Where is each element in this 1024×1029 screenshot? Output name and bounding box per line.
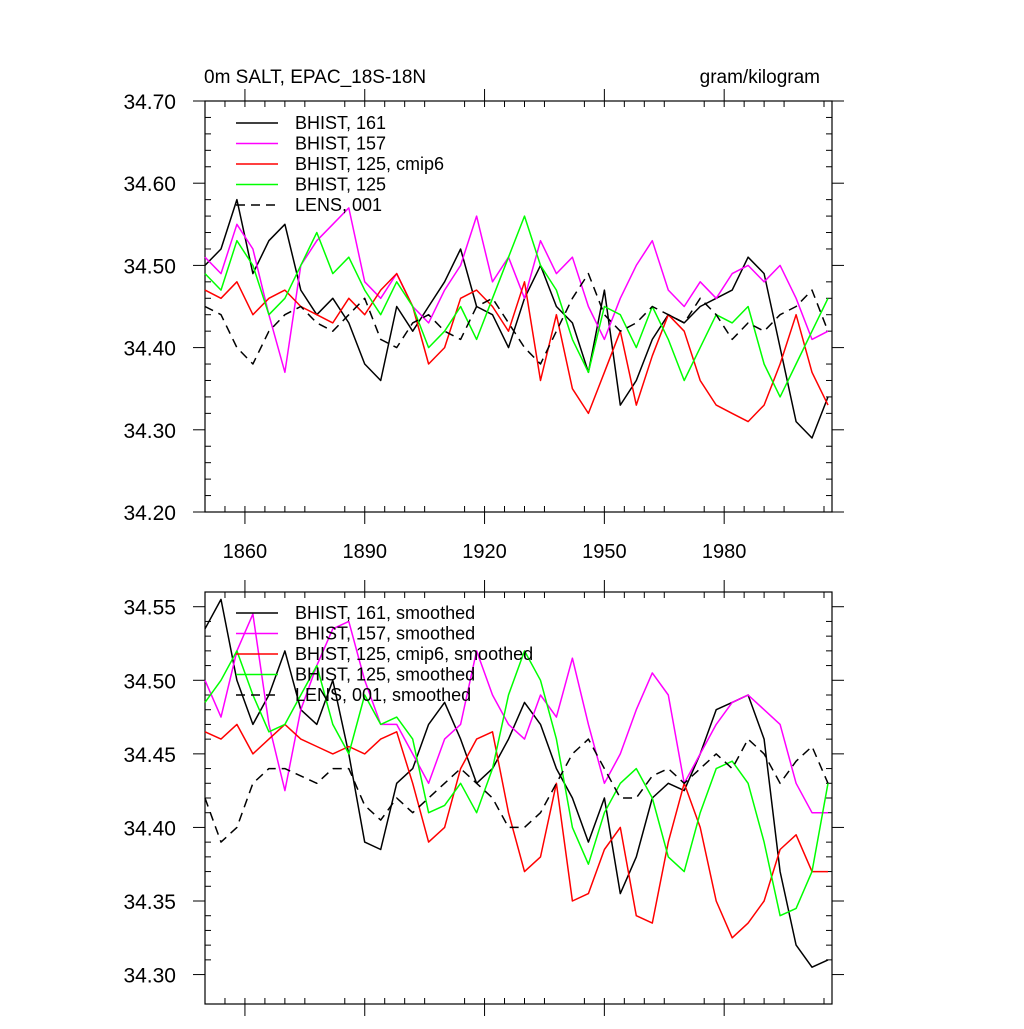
bottom-series-line-5 [204, 738, 829, 843]
bottom-y-tick-label: 34.45 [123, 744, 176, 767]
top-series-line-2 [204, 207, 829, 374]
panel-top: 1860 1890 1920 1950 1980 34.20 34.30 34.40 34.50… [123, 67, 844, 563]
bottom-series-line-1 [204, 598, 829, 968]
bottom-legend-label-2: BHIST, 157, smoothed [295, 624, 475, 644]
top-legend-label-1: BHIST, 161 [295, 113, 386, 133]
bottom-legend-label-3: BHIST, 125, cmip6, smoothed [295, 644, 533, 664]
top-legend-label-4: BHIST, 125 [295, 175, 386, 195]
bottom-legend-label-4: BHIST, 125, smoothed [295, 665, 475, 685]
top-legend-label-5: LENS, 001 [295, 195, 382, 215]
bottom-series-line-4 [204, 650, 829, 917]
top-chart-title: 0m SALT, EPAC_18S-18N [204, 67, 426, 88]
top-series-line-1 [204, 198, 829, 439]
bottom-y-tick-label: 34.50 [123, 670, 176, 693]
top-y-tick-label: 34.30 [123, 420, 176, 443]
bottom-y-tick-label: 34.55 [123, 597, 176, 620]
bottom-series-line-3 [204, 723, 828, 939]
panel-bottom: 34.30 34.35 34.40 34.45 34.50 34.55 BHIST, 161… [123, 580, 844, 1016]
top-x-tick-label: 1980 [702, 541, 747, 563]
bottom-y-tick-label: 34.40 [123, 817, 176, 840]
top-series-line-3 [204, 272, 829, 423]
top-x-tick-label: 1920 [462, 541, 507, 563]
top-series-line-4 [204, 215, 829, 398]
top-y-tick-label: 34.50 [123, 255, 176, 278]
top-x-tick-label: 1890 [342, 541, 387, 563]
bottom-legend-label-5: LENS, 001, smoothed [295, 685, 471, 705]
top-y-tick-label: 34.40 [123, 338, 176, 361]
top-legend-label-3: BHIST, 125, cmip6 [295, 154, 444, 174]
top-units-label: gram/kilogram [700, 67, 820, 88]
top-x-tick-label: 1950 [582, 541, 627, 563]
top-y-tick-label: 34.70 [123, 91, 176, 114]
bottom-y-tick-label: 34.35 [123, 891, 176, 914]
top-x-tick-label: 1860 [223, 541, 268, 563]
bottom-y-tick-label: 34.30 [123, 965, 176, 988]
top-series-line-5 [204, 272, 829, 365]
top-y-tick-label: 34.60 [123, 173, 176, 196]
top-legend-label-2: BHIST, 157 [295, 134, 386, 154]
bottom-series-line-2 [204, 613, 828, 814]
bottom-legend-label-1: BHIST, 161, smoothed [295, 603, 475, 623]
top-y-tick-label: 34.20 [123, 502, 176, 525]
